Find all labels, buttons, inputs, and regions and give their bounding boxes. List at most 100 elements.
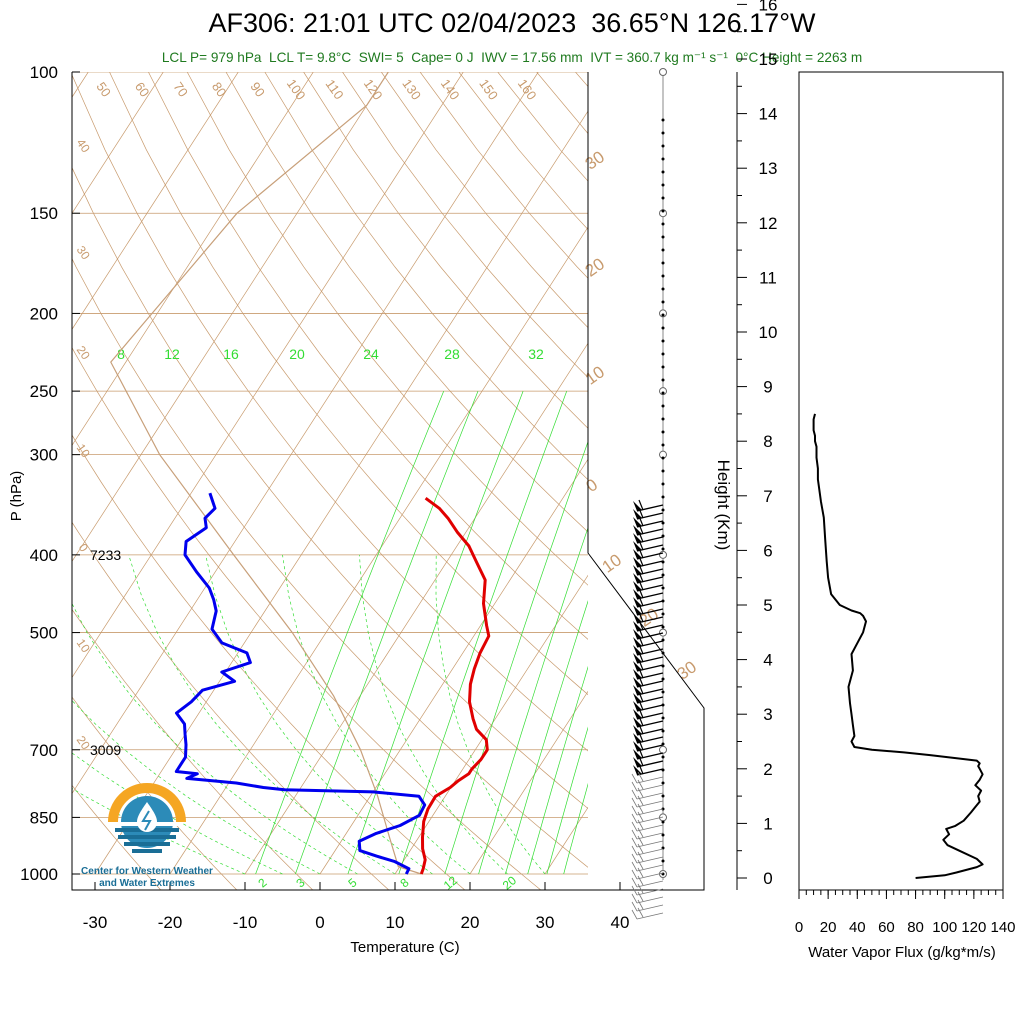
isotherm-label: 40 — [74, 136, 93, 155]
barb-pennant — [633, 501, 642, 511]
barb-feather — [631, 901, 638, 912]
y-tick-label: 150 — [30, 204, 58, 223]
y-tick-label: 300 — [30, 446, 58, 465]
y-tick-label: 1000 — [20, 865, 58, 884]
barb-shaft — [636, 872, 664, 880]
barb-dot — [661, 495, 665, 499]
barb-feather — [631, 869, 638, 880]
mixing-ratio-label: 16 — [223, 346, 239, 362]
x-tick-label: -10 — [233, 913, 258, 932]
flux-x-tick-label: 40 — [849, 919, 866, 936]
barb-feather — [638, 555, 644, 567]
wind-barb — [633, 499, 664, 512]
barb-feather — [638, 547, 644, 559]
barb-shaft — [636, 832, 664, 840]
barb-shaft — [636, 840, 664, 848]
barb-feather — [638, 507, 644, 519]
wind-barb — [631, 875, 664, 888]
height-tick-label: 1 — [763, 814, 772, 833]
barb-feather — [637, 827, 644, 838]
barb-shaft — [636, 856, 664, 864]
barb-dot — [661, 573, 665, 577]
mixing-ratio-line — [563, 782, 588, 875]
wind-barb — [631, 859, 664, 872]
barb-dot — [661, 248, 665, 252]
y-tick-label: 500 — [30, 624, 58, 643]
height-tick-label: 11 — [759, 268, 777, 287]
barb-dot — [661, 131, 665, 135]
barb-calm-circle — [659, 745, 667, 754]
barb-dot — [661, 833, 665, 837]
flux-x-tick-label: 140 — [990, 919, 1015, 936]
barb-feather — [638, 619, 644, 631]
wind-barb — [631, 891, 664, 904]
barb-dot — [661, 261, 665, 265]
y-tick-label: 100 — [30, 63, 58, 82]
isotherm-line — [72, 72, 539, 795]
x-tick-label: 20 — [461, 913, 480, 932]
x-axis-label: Temperature (C) — [350, 939, 459, 956]
height-axis-label: Height (Km) — [714, 460, 733, 551]
barb-feather — [638, 531, 644, 543]
mixing-ratio-line — [505, 600, 588, 875]
height-tick-label: 3 — [763, 705, 772, 724]
height-tick-label: 9 — [763, 378, 772, 397]
mixing-ratio-line — [478, 526, 588, 875]
barb-shaft — [636, 784, 664, 792]
x-tick-label: 0 — [315, 913, 324, 932]
barb-feather — [638, 587, 644, 599]
dry-adiabat-line — [303, 72, 588, 429]
height-tick-label: 0 — [763, 869, 772, 888]
barb-feather — [638, 499, 644, 511]
isotherm-line — [695, 72, 1024, 874]
barb-dot — [661, 222, 665, 226]
skew-t-grid-lines — [72, 72, 1024, 890]
barb-dot — [661, 417, 665, 421]
barb-dot — [661, 144, 665, 148]
isotherm-label: 50 — [93, 79, 114, 99]
wind-barb — [631, 819, 664, 832]
isotherm-line — [72, 72, 164, 214]
isotherm-label: 10 — [582, 362, 608, 388]
flux-x-tick-label: 120 — [961, 919, 986, 936]
mixing-ratio-label: 8 — [117, 346, 125, 362]
dry-adiabat-line — [72, 74, 588, 752]
mixing-ratio-line — [527, 665, 588, 875]
temperature-curve — [419, 496, 491, 875]
barb-shaft — [636, 912, 664, 920]
barb-feather — [631, 789, 638, 800]
isotherm-label: 160 — [515, 76, 540, 102]
barb-feather — [631, 909, 638, 920]
height-tick-label: 5 — [763, 596, 772, 615]
dry-adiabat-line — [72, 257, 588, 868]
barb-calm-circle — [659, 550, 667, 559]
barb-dot — [661, 274, 665, 278]
mixing-ratio-label: 12 — [164, 346, 180, 362]
barb-dot — [661, 716, 665, 720]
isotherm-line — [244, 342, 588, 875]
barb-feather — [638, 699, 644, 711]
skew-t-curves — [110, 72, 491, 875]
dry-adiabat-line — [186, 72, 588, 586]
isotherm-label: 10 — [74, 441, 93, 460]
barb-calm-circle — [659, 68, 667, 76]
moist-adiabat-line — [435, 554, 546, 875]
isotherm-line — [72, 72, 464, 679]
barb-feather — [638, 571, 644, 583]
barb-feather — [637, 771, 644, 782]
wind-barb — [631, 907, 664, 920]
height-tick-label: 14 — [759, 105, 778, 124]
dry-adiabat-line — [225, 72, 588, 533]
isotherm-line — [72, 72, 239, 330]
mixing-ratio-line — [347, 390, 524, 875]
mixing-ratio-label: 32 — [528, 346, 544, 362]
flux-frame — [798, 71, 1004, 891]
barb-feather — [631, 877, 638, 888]
barb-feather — [637, 907, 644, 918]
dry-adiabat-line — [72, 696, 238, 890]
isotherm-line — [72, 72, 389, 563]
barb-feather — [638, 683, 644, 695]
